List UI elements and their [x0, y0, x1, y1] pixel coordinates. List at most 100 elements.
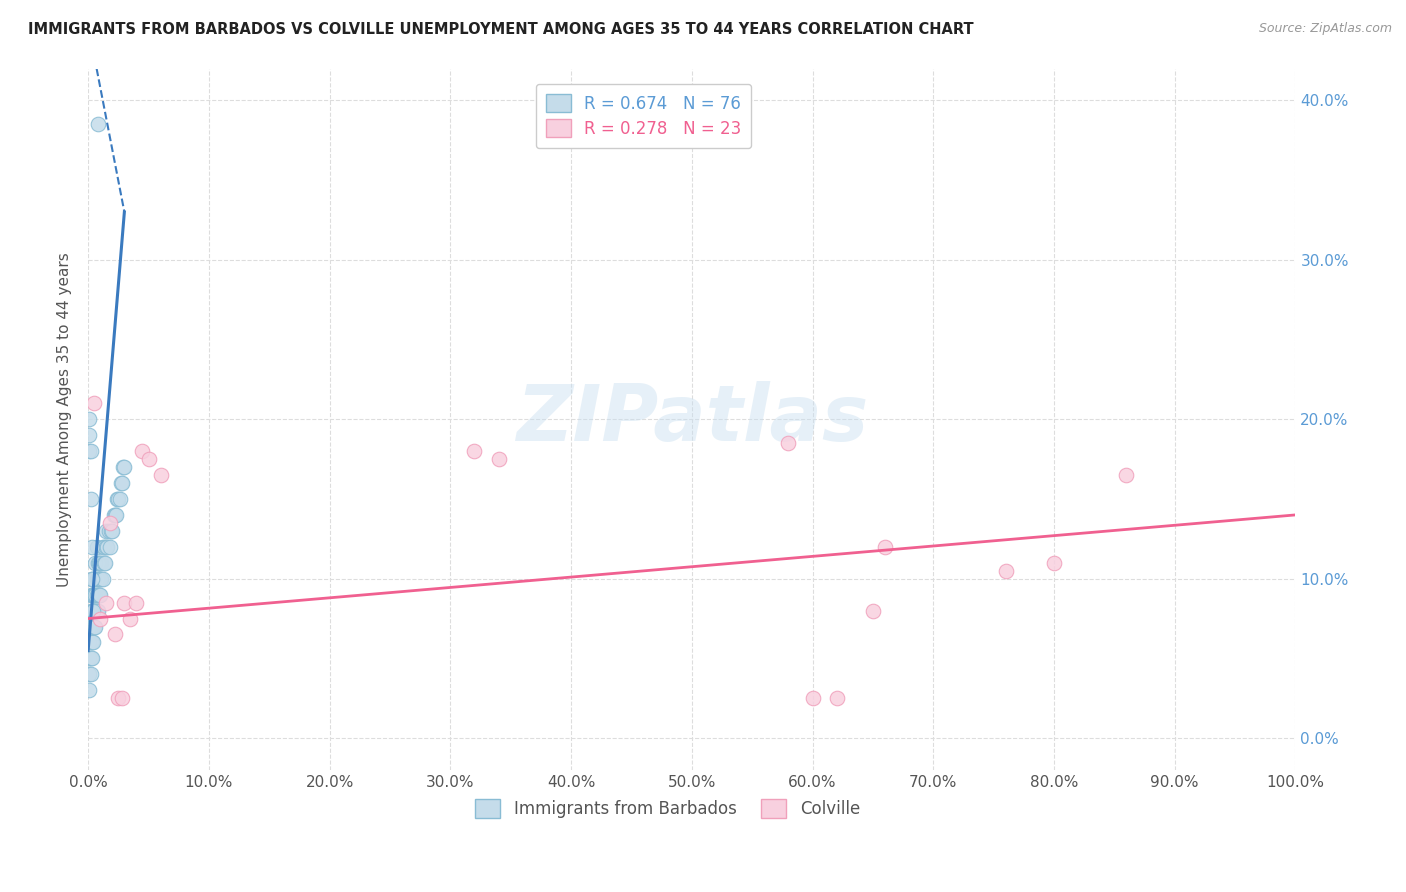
Point [79, 635, 101, 649]
Point [110, 476, 132, 491]
Text: Source: ZipAtlas.com: Source: ZipAtlas.com [1258, 22, 1392, 36]
Point [90, 556, 112, 570]
Y-axis label: Unemployment Among Ages 35 to 44 years: Unemployment Among Ages 35 to 44 years [58, 252, 72, 587]
Point [82, 603, 104, 617]
Point [96, 540, 118, 554]
Point [80, 635, 103, 649]
Point [79, 619, 101, 633]
Point [79, 635, 101, 649]
Point [1043, 556, 1066, 570]
Point [87, 572, 110, 586]
Point [873, 540, 896, 554]
Point [83, 396, 105, 410]
Point [84, 588, 107, 602]
Point [101, 524, 124, 538]
Point [1115, 468, 1137, 483]
Text: IMMIGRANTS FROM BARBADOS VS COLVILLE UNEMPLOYMENT AMONG AGES 35 TO 44 YEARS CORR: IMMIGRANTS FROM BARBADOS VS COLVILLE UNE… [28, 22, 974, 37]
Point [108, 491, 131, 506]
Point [94, 556, 117, 570]
Point [112, 596, 135, 610]
Point [89, 588, 111, 602]
Point [83, 603, 105, 617]
Point [80, 651, 103, 665]
Point [89, 556, 111, 570]
Point [778, 436, 800, 450]
Point [87, 588, 110, 602]
Point [97, 524, 120, 538]
Point [96, 540, 118, 554]
Point [82, 603, 104, 617]
Point [98, 540, 121, 554]
Point [104, 508, 127, 522]
Point [79, 651, 101, 665]
Point [86, 603, 108, 617]
Point [994, 564, 1017, 578]
Point [79, 603, 101, 617]
Point [112, 460, 135, 475]
Point [79, 667, 101, 681]
Point [86, 540, 108, 554]
Point [79, 428, 101, 442]
Point [111, 691, 134, 706]
Point [120, 611, 142, 625]
Point [79, 491, 101, 506]
Point [82, 588, 104, 602]
Point [488, 452, 510, 467]
Point [104, 508, 127, 522]
Point [80, 619, 103, 633]
Point [149, 468, 172, 483]
Point [82, 635, 104, 649]
Point [87, 572, 110, 586]
Point [862, 603, 884, 617]
Point [83, 588, 105, 602]
Point [79, 667, 101, 681]
Point [80, 588, 103, 602]
Point [87, 556, 110, 570]
Point [79, 588, 101, 602]
Point [96, 596, 118, 610]
Point [89, 611, 111, 625]
Point [80, 572, 103, 586]
Point [79, 444, 101, 458]
Point [84, 556, 107, 570]
Point [84, 603, 107, 617]
Point [82, 572, 104, 586]
Point [801, 691, 824, 706]
Point [93, 556, 115, 570]
Legend: Immigrants from Barbados, Colville: Immigrants from Barbados, Colville [468, 793, 866, 825]
Point [83, 619, 105, 633]
Point [79, 412, 101, 426]
Point [80, 572, 103, 586]
Point [100, 524, 122, 538]
Point [84, 619, 107, 633]
Point [82, 619, 104, 633]
Text: ZIPatlas: ZIPatlas [516, 381, 868, 458]
Point [86, 588, 108, 602]
Point [90, 572, 112, 586]
Point [89, 572, 111, 586]
Point [125, 596, 148, 610]
Point [104, 627, 127, 641]
Point [105, 491, 128, 506]
Point [98, 516, 121, 530]
Point [79, 619, 101, 633]
Point [107, 691, 129, 706]
Point [86, 572, 108, 586]
Point [87, 556, 110, 570]
Point [91, 572, 114, 586]
Point [93, 540, 115, 554]
Point [87, 603, 110, 617]
Point [103, 508, 125, 522]
Point [131, 444, 153, 458]
Point [825, 691, 848, 706]
Point [463, 444, 485, 458]
Point [79, 651, 101, 665]
Point [96, 524, 118, 538]
Point [79, 683, 101, 698]
Point [107, 491, 129, 506]
Point [91, 540, 114, 554]
Point [111, 476, 134, 491]
Point [112, 460, 135, 475]
Point [87, 588, 110, 602]
Point [87, 117, 110, 131]
